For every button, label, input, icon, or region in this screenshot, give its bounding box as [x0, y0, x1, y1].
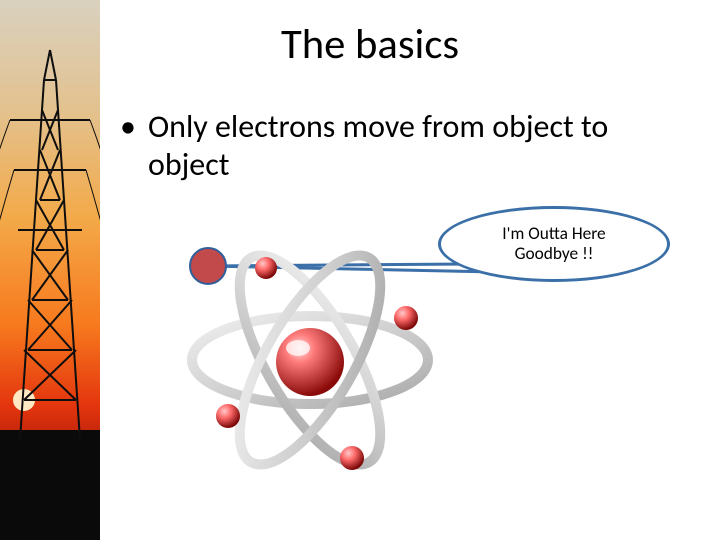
atom-illustration — [170, 220, 450, 500]
sidebar-photo — [0, 0, 100, 540]
nucleus — [276, 328, 344, 396]
atom-svg — [170, 220, 450, 500]
bullet-item: • Only electrons move from object to obj… — [120, 108, 628, 184]
slide: The basics • Only electrons move from ob… — [0, 0, 720, 540]
callout-line-2: Goodbye !! — [441, 244, 667, 264]
callout-line-1: I'm Outta Here — [441, 224, 667, 244]
speech-callout: I'm Outta Here Goodbye !! — [438, 206, 670, 282]
bullet-text: Only electrons move from object to objec… — [148, 108, 628, 184]
slide-title: The basics — [200, 18, 540, 70]
bullet-marker: • — [120, 108, 136, 146]
sunset-tower-image — [0, 0, 100, 540]
leaving-electron — [190, 248, 226, 284]
nucleus-highlight — [286, 340, 310, 356]
